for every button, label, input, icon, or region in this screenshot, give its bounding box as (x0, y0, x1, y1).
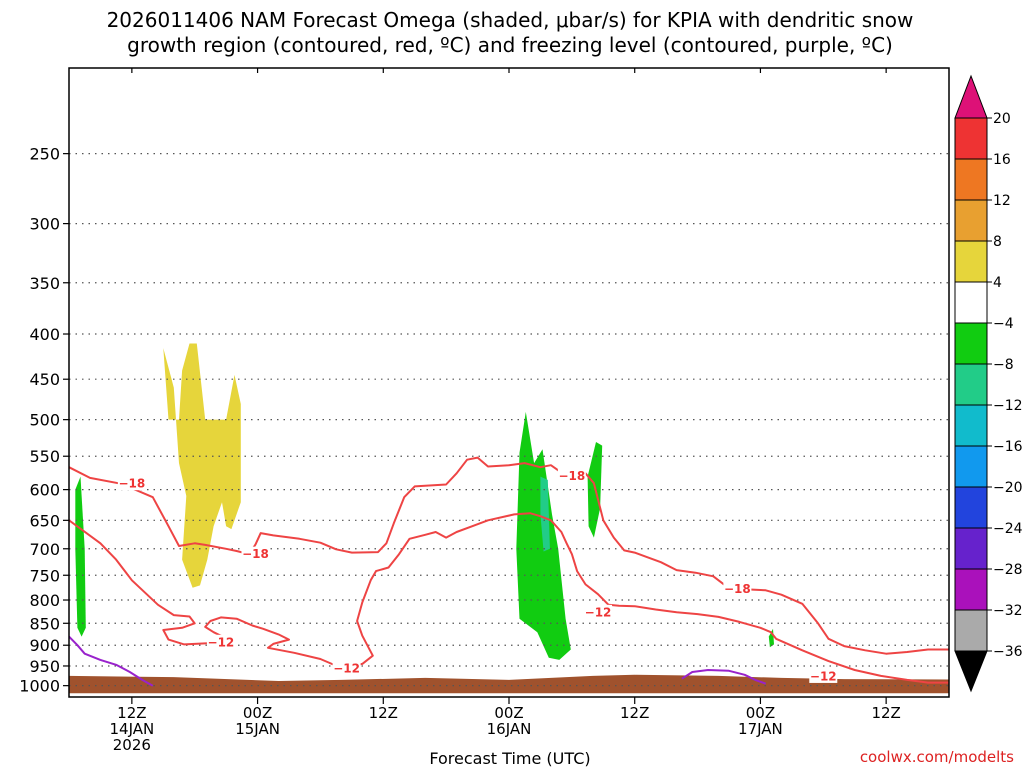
colorbar-bin-2 (954, 158, 988, 201)
y-tick-label-850: 850 (29, 614, 60, 633)
x-tick-label-5-0: 00Z (746, 704, 775, 722)
x-tick-label-1-1: 15JAN (235, 720, 280, 738)
x-tick-label-6-0: 12Z (871, 704, 900, 722)
colorbar-tick-label-0: 20 (993, 111, 1011, 127)
y-tick-label-300: 300 (29, 215, 60, 234)
colorbar-tick-label-12: −32 (993, 603, 1023, 619)
omega-region-3 (540, 476, 550, 552)
colorbar-tick-label-6: −8 (993, 357, 1014, 373)
contour-line-3 (681, 669, 767, 685)
colorbar-tick-label-8: −16 (993, 439, 1023, 455)
colorbar-bin-10 (954, 486, 988, 529)
x-tick-label-0-1: 14JAN (109, 720, 154, 738)
chart-title-line1: 2026011406 NAM Forecast Omega (shaded, μ… (107, 8, 914, 32)
y-tick-label-600: 600 (29, 481, 60, 500)
contour-label-0-2: −18 (558, 469, 585, 483)
contour-label-bg (332, 660, 361, 675)
omega-region-1 (75, 476, 86, 637)
contour-line-1 (69, 512, 949, 684)
colorbar-bin-3 (954, 199, 988, 242)
contours: −18 −18 −18 −18 −12 −12 −12 −12 (69, 456, 949, 687)
colorbar-bin-1 (954, 117, 988, 160)
y-tick-label-950: 950 (29, 657, 60, 676)
x-tick-label-2-0: 12Z (369, 704, 398, 722)
colorbar-top-arrow (954, 74, 988, 119)
omega-region-0 (163, 343, 241, 588)
y-tick-label-650: 650 (29, 511, 60, 530)
contour-label-1-3: −12 (810, 669, 837, 683)
y-tick-label-900: 900 (29, 636, 60, 655)
colorbar-bin-9 (954, 445, 988, 488)
contour-label-bg (557, 468, 586, 483)
y-tick-label-450: 450 (29, 370, 60, 389)
colorbar-bin-8 (954, 404, 988, 447)
ground-fill (69, 674, 949, 694)
colorbar-tick-label-11: −28 (993, 562, 1023, 578)
colorbar-bottom-arrow (954, 650, 988, 693)
y-tick-label-800: 800 (29, 591, 60, 610)
colorbar-bin-13 (954, 609, 988, 652)
colorbar-tick-label-1: 16 (993, 152, 1011, 168)
x-tick-label-4-0: 12Z (620, 704, 649, 722)
colorbar-tick-label-4: 4 (993, 275, 1002, 291)
y-tick-label-750: 750 (29, 566, 60, 585)
colorbar-bin-6 (954, 322, 988, 365)
y-tick-label-350: 350 (29, 274, 60, 293)
contour-label-0-1: −18 (242, 547, 269, 561)
colorbar-tick-label-3: 8 (993, 234, 1002, 250)
contour-label-bg (117, 476, 146, 491)
x-tick-label-0-0: 12Z (117, 704, 146, 722)
contour-label-bg (723, 581, 752, 596)
y-tick-label-550: 550 (29, 447, 60, 466)
contour-label-1-0: −12 (208, 635, 235, 649)
chart-title-line2: growth region (contoured, red, ºC) and f… (127, 33, 893, 57)
x-tick-label-0-2: 2026 (113, 736, 151, 754)
x-axis-label: Forecast Time (UTC) (429, 749, 590, 768)
colorbar-bin-12 (954, 568, 988, 611)
colorbar-tick-label-10: −24 (993, 521, 1023, 537)
y-tick-label-500: 500 (29, 411, 60, 430)
colorbar-tick-label-5: −4 (993, 316, 1014, 332)
y-tick-label-700: 700 (29, 540, 60, 559)
colorbar-tick-label-7: −12 (993, 398, 1023, 414)
colorbar-tick-label-9: −20 (993, 480, 1023, 496)
contour-label-1-2: −12 (585, 605, 612, 619)
contour-label-bg (584, 604, 613, 619)
contour-line-2 (69, 635, 154, 687)
contour-label-0-0: −18 (118, 477, 145, 491)
contour-label-bg (241, 546, 270, 561)
colorbar-bin-7 (954, 363, 988, 406)
y-tick-label-1000: 1000 (19, 677, 60, 696)
colorbar-bin-5 (954, 281, 988, 324)
colorbar-bin-4 (954, 240, 988, 283)
colorbar-bin-11 (954, 527, 988, 570)
y-axis: 250 300 350 400 450 500 550 600 650 700 750 800 850 9… (19, 145, 69, 696)
credit-link[interactable]: coolwx.com/modelts (860, 748, 1014, 766)
colorbar: 20 16 12 8 4 −4 −8 −12 −16 −20 −24 −28 −32 −36 (954, 74, 1023, 693)
x-tick-label-1-0: 00Z (243, 704, 272, 722)
x-tick-label-3-1: 16JAN (487, 720, 532, 738)
contour-label-0-3: −18 (724, 582, 751, 596)
x-tick-label-5-1: 17JAN (738, 720, 783, 738)
colorbar-tick-label-2: 12 (993, 193, 1011, 209)
plot-area: −18 −18 −18 −18 −12 −12 −12 −12 250 300 350 400 450 5… (19, 67, 950, 754)
colorbar-tick-label-13: −36 (993, 644, 1023, 660)
omega-shading (69, 343, 949, 694)
contour-label-1-1: −12 (333, 661, 360, 675)
contour-label-bg (206, 634, 235, 649)
y-tick-label-250: 250 (29, 145, 60, 164)
contour-label-bg (809, 668, 838, 683)
y-tick-label-400: 400 (29, 325, 60, 344)
x-tick-label-3-0: 00Z (494, 704, 523, 722)
